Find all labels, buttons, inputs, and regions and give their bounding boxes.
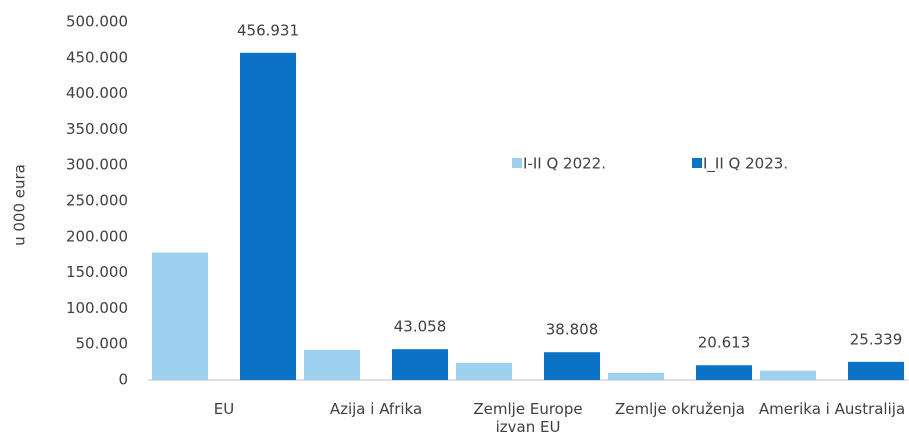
bar [848,361,904,380]
y-tick-label: 100.000 [66,299,128,317]
y-tick-label: 200.000 [66,227,128,245]
y-tick-label: 300.000 [66,156,128,174]
bar [544,352,600,380]
legend-swatch [512,158,522,168]
x-tick-label: Zemlje okruženja [615,400,745,418]
data-label: 456.931 [237,21,299,39]
y-axis-label: u 000 eura [11,164,29,246]
bar [392,349,448,380]
bar [240,52,296,380]
y-tick-label: 350.000 [66,120,128,138]
legend-label: I-II Q 2022. [523,155,606,173]
y-tick-label: 50.000 [76,335,129,353]
bar [608,372,664,380]
y-tick-label: 150.000 [66,263,128,281]
y-tick-label: 250.000 [66,192,128,210]
y-tick-label: 450.000 [66,48,128,66]
bar [760,370,816,380]
bar [456,362,512,380]
bar [696,365,752,380]
data-label: 43.058 [394,318,447,336]
legend-swatch [692,158,702,168]
x-tick-label: EU [213,400,235,418]
bar [304,349,360,380]
x-tick-label: Azija i Afrika [329,400,423,418]
bar [152,252,208,380]
y-tick-label: 0 [118,371,128,389]
data-label: 25.339 [850,330,903,348]
x-tick-label: Zemlje Europe izvan EU [473,400,583,436]
legend-label: I_II Q 2023. [703,155,788,174]
y-tick-label: 500.000 [66,13,128,31]
x-tick-label: Amerika i Australija [758,400,906,418]
y-tick-label: 400.000 [66,84,128,102]
data-label: 20.613 [698,334,751,352]
data-label: 38.808 [546,321,599,339]
